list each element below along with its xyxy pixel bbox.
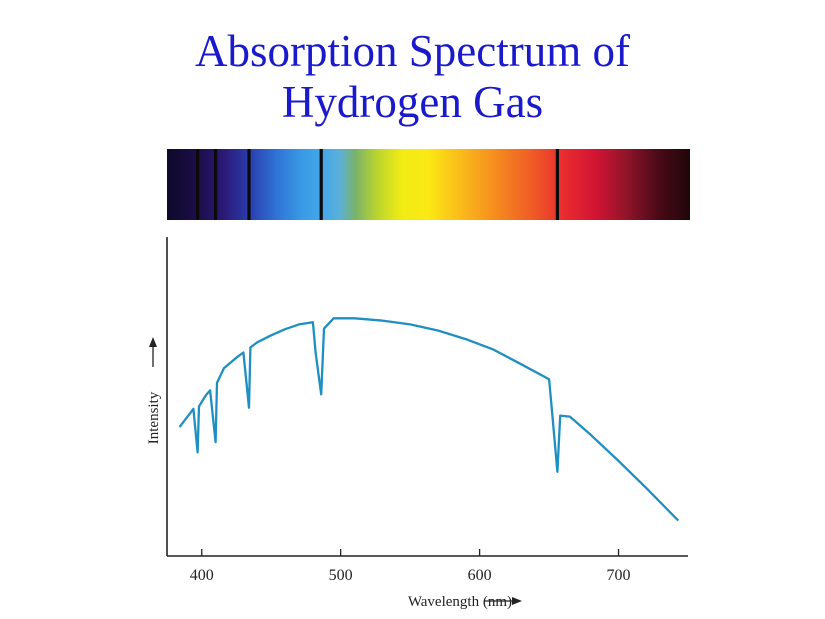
page-title: Absorption Spectrum of Hydrogen Gas: [0, 26, 825, 128]
absorption-line: [247, 149, 251, 220]
intensity-curve: [178, 317, 680, 522]
absorption-line: [555, 149, 559, 220]
x-tick-label: 500: [329, 567, 353, 584]
x-tick-label: 700: [607, 567, 631, 584]
x-tick-label: 400: [190, 567, 214, 584]
x-axis-arrow: [485, 597, 522, 605]
absorption-line: [214, 149, 218, 220]
visible-spectrum-band: [167, 149, 690, 220]
title-line-1: Absorption Spectrum of: [195, 26, 630, 76]
y-axis-label: Intensity: [146, 391, 162, 444]
x-axis-label: Wavelength (nm): [408, 594, 512, 610]
spectrum-gradient: [167, 149, 690, 220]
absorption-line: [319, 149, 323, 220]
x-tick-label: 600: [468, 567, 492, 584]
title-line-2: Hydrogen Gas: [281, 77, 544, 127]
absorption-line: [196, 149, 200, 220]
y-axis-arrow: [149, 337, 157, 367]
